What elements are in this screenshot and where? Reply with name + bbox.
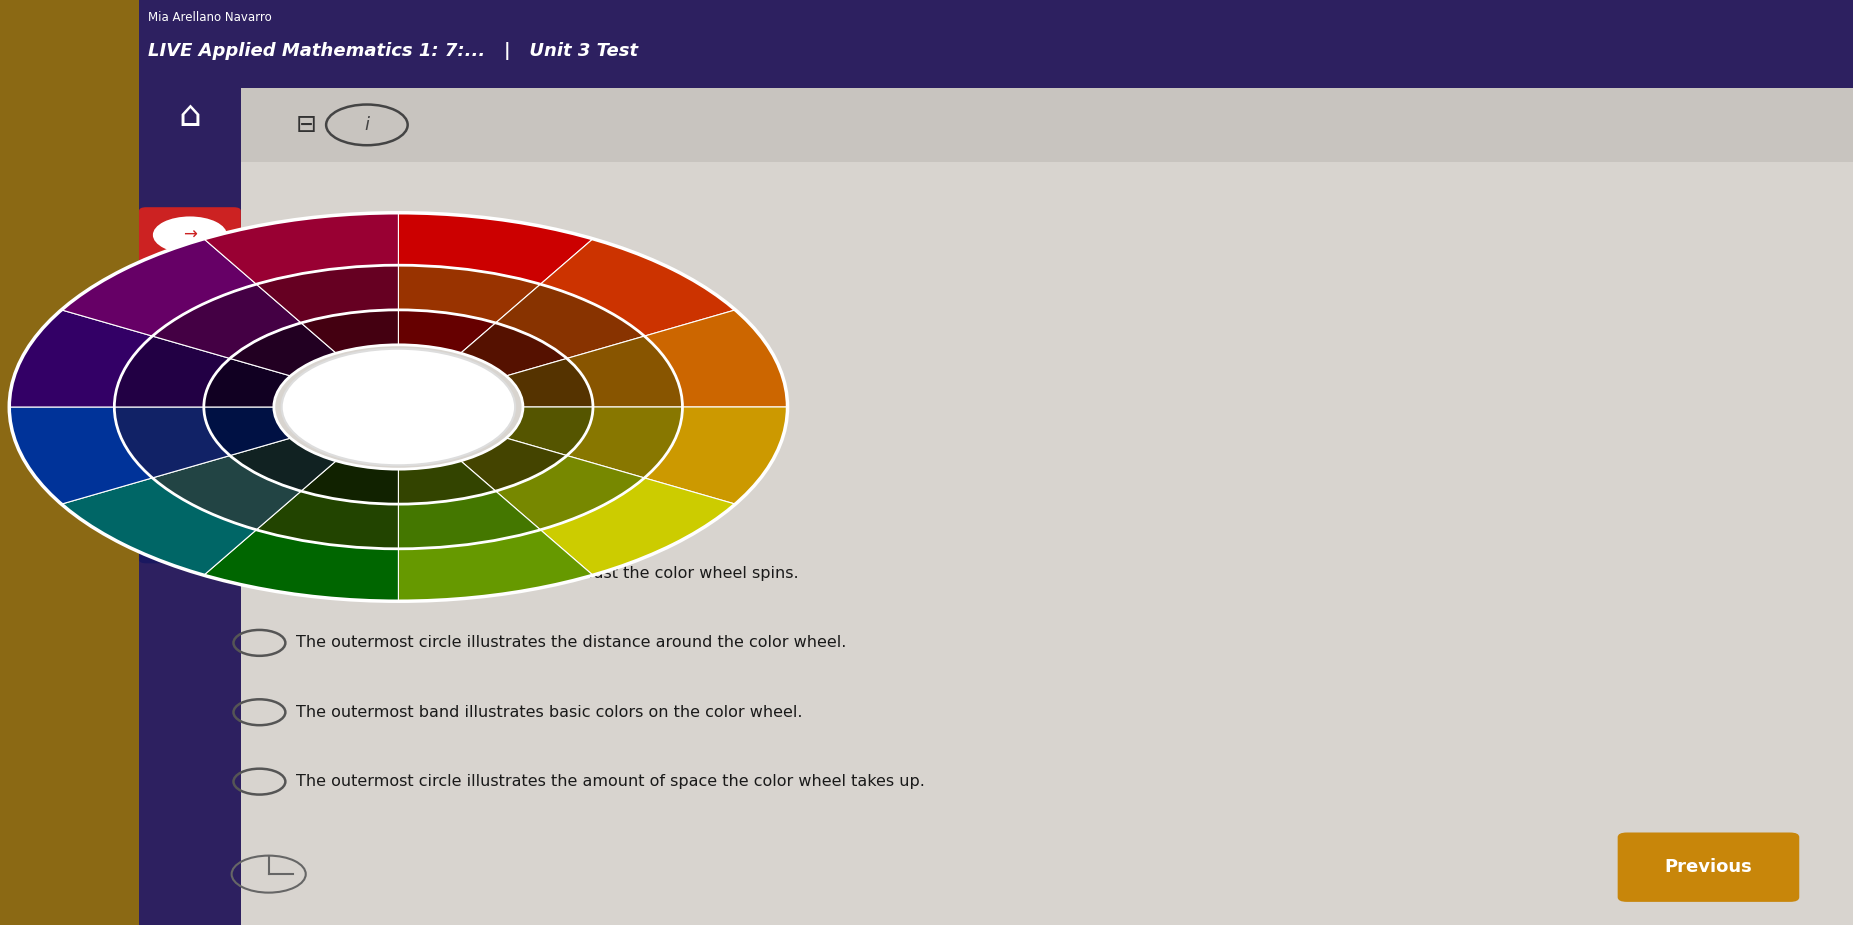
Wedge shape bbox=[541, 478, 736, 575]
Text: Mia Arellano Navarro: Mia Arellano Navarro bbox=[148, 11, 272, 24]
Wedge shape bbox=[567, 407, 682, 478]
Wedge shape bbox=[645, 407, 788, 504]
Wedge shape bbox=[204, 358, 291, 407]
Wedge shape bbox=[256, 265, 398, 323]
Wedge shape bbox=[497, 455, 645, 530]
Wedge shape bbox=[152, 284, 300, 358]
FancyBboxPatch shape bbox=[1618, 832, 1799, 902]
FancyBboxPatch shape bbox=[139, 0, 1853, 88]
Wedge shape bbox=[61, 239, 256, 336]
Wedge shape bbox=[256, 491, 398, 549]
Wedge shape bbox=[398, 213, 593, 284]
Text: The outermost circle illustrates the distance around the color wheel.: The outermost circle illustrates the dis… bbox=[296, 635, 847, 650]
Wedge shape bbox=[398, 491, 541, 549]
Wedge shape bbox=[461, 323, 567, 376]
Wedge shape bbox=[398, 310, 497, 353]
Wedge shape bbox=[9, 310, 152, 407]
Wedge shape bbox=[506, 407, 593, 455]
Wedge shape bbox=[9, 407, 152, 504]
Wedge shape bbox=[302, 461, 398, 504]
Wedge shape bbox=[115, 336, 230, 407]
Wedge shape bbox=[398, 265, 541, 323]
FancyBboxPatch shape bbox=[241, 88, 1853, 162]
Text: →: → bbox=[183, 226, 196, 244]
Text: The outermost band illustrates basic colors on the color wheel.: The outermost band illustrates basic col… bbox=[296, 705, 802, 720]
Wedge shape bbox=[230, 323, 335, 376]
Wedge shape bbox=[541, 239, 736, 336]
Wedge shape bbox=[567, 336, 682, 407]
Wedge shape bbox=[645, 310, 788, 407]
Circle shape bbox=[152, 216, 226, 253]
Text: Previous: Previous bbox=[1664, 857, 1753, 876]
Wedge shape bbox=[398, 530, 593, 601]
Wedge shape bbox=[497, 284, 645, 358]
FancyBboxPatch shape bbox=[241, 162, 1853, 925]
Circle shape bbox=[282, 349, 515, 465]
Wedge shape bbox=[115, 407, 230, 478]
Text: ✎: ✎ bbox=[178, 444, 202, 472]
Wedge shape bbox=[461, 438, 567, 491]
FancyBboxPatch shape bbox=[0, 0, 139, 925]
FancyBboxPatch shape bbox=[139, 207, 241, 263]
Text: The innermost circle illustrates how fast the color wheel spins.: The innermost circle illustrates how fas… bbox=[296, 566, 799, 581]
Wedge shape bbox=[230, 438, 335, 491]
Text: LIVE Applied Mathematics 1: 7:...   |   Unit 3 Test: LIVE Applied Mathematics 1: 7:... | Unit… bbox=[148, 42, 639, 59]
Wedge shape bbox=[204, 407, 291, 455]
Wedge shape bbox=[204, 213, 398, 284]
Wedge shape bbox=[398, 461, 497, 504]
Text: ◈: ◈ bbox=[180, 342, 200, 370]
Wedge shape bbox=[300, 310, 398, 353]
FancyBboxPatch shape bbox=[139, 508, 241, 563]
Wedge shape bbox=[204, 530, 398, 601]
Text: ⌂: ⌂ bbox=[178, 99, 202, 132]
Text: i: i bbox=[365, 116, 369, 134]
FancyBboxPatch shape bbox=[139, 88, 241, 925]
Text: The outermost circle illustrates the amount of space the color wheel takes up.: The outermost circle illustrates the amo… bbox=[296, 774, 925, 789]
Text: A: A bbox=[182, 526, 198, 545]
Wedge shape bbox=[152, 455, 302, 530]
Wedge shape bbox=[61, 478, 256, 575]
Text: ⊟: ⊟ bbox=[295, 113, 317, 137]
Wedge shape bbox=[506, 358, 593, 407]
Text: ❮: ❮ bbox=[182, 367, 198, 381]
